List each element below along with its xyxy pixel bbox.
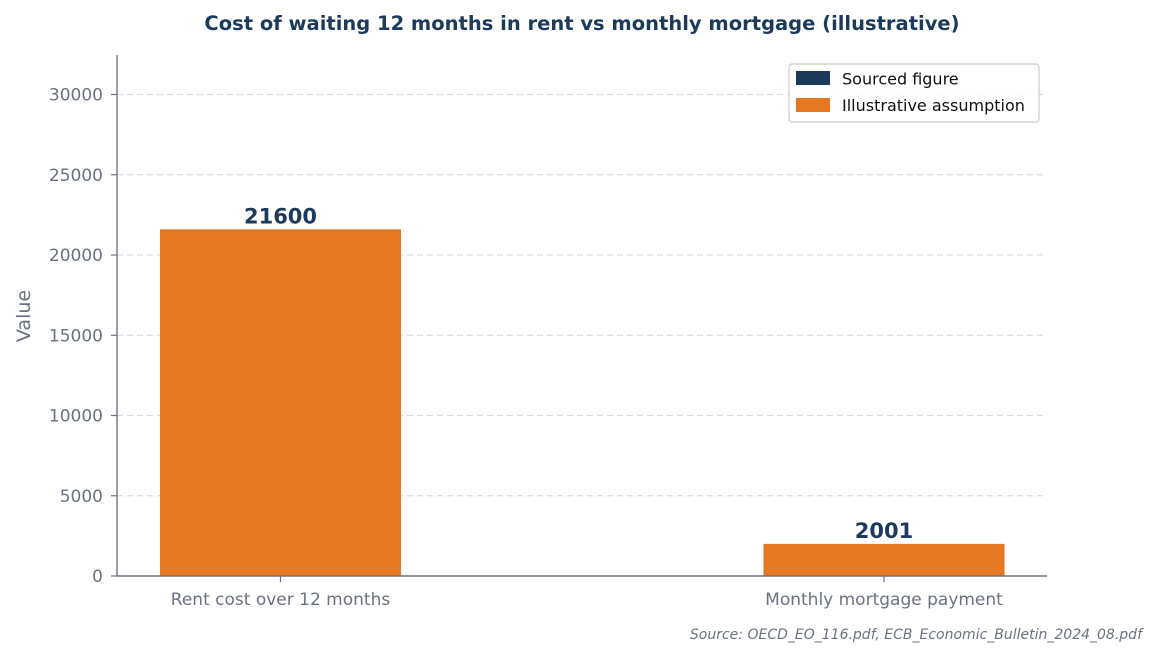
- x-axis-ticks: Rent cost over 12 months Monthly mortgage…: [171, 576, 1003, 610]
- y-tick-label: 10000: [49, 407, 103, 427]
- bar-value-labels: 21600 2001: [244, 204, 913, 543]
- legend-box: [788, 63, 1040, 123]
- source-note: Source: OECD_EO_116.pdf, ECB_Economic_Bu…: [690, 627, 1144, 643]
- y-axis-ticks: 0 5000 10000 15000 20000 25000 30000: [49, 86, 117, 587]
- x-tick-label: Rent cost over 12 months: [171, 590, 391, 610]
- y-tick-label: 20000: [49, 246, 103, 266]
- y-tick-label: 0: [92, 567, 103, 587]
- bar: [763, 543, 1005, 576]
- legend: Sourced figure Illustrative assumption: [788, 63, 1040, 123]
- legend-label-illustrative: Illustrative assumption: [842, 96, 1025, 115]
- y-tick-label: 25000: [49, 166, 103, 186]
- y-tick-label: 30000: [49, 86, 103, 106]
- y-axis-label: Value: [13, 290, 35, 342]
- y-tick-label: 15000: [49, 326, 103, 346]
- x-tick-label: Monthly mortgage payment: [765, 590, 1003, 610]
- legend-swatch-sourced: [796, 71, 830, 85]
- y-tick-label: 5000: [60, 487, 103, 507]
- legend-label-sourced: Sourced figure: [842, 70, 959, 89]
- legend-swatch-illustrative: [796, 98, 830, 112]
- bar-value-label: 2001: [855, 519, 913, 543]
- bar: [160, 229, 401, 576]
- bar-value-label: 21600: [244, 204, 317, 228]
- chart-title: Cost of waiting 12 months in rent vs mon…: [204, 12, 959, 35]
- bars: [160, 229, 1005, 576]
